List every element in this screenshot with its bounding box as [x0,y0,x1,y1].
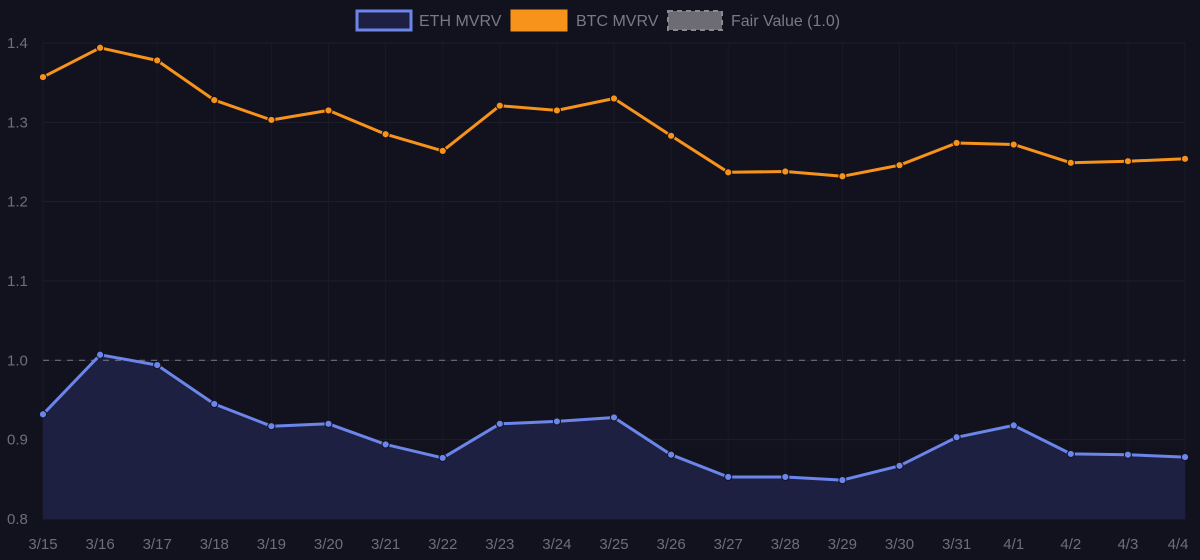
x-tick-label: 3/31 [942,536,971,553]
eth-mvrv-point[interactable] [153,360,162,370]
x-tick-label: 4/3 [1117,536,1138,553]
legend-swatch [355,9,413,32]
legend-label: ETH MVRV [419,13,502,30]
x-tick-label: 3/26 [656,536,685,553]
x-tick-label: 3/19 [257,536,286,553]
btc-mvrv-point[interactable] [667,131,676,140]
eth-mvrv-point[interactable] [495,419,504,428]
legend[interactable]: ETH MVRV BTC MVRV Fair Value (1.0) [355,9,840,32]
eth-mvrv-point[interactable] [609,413,619,422]
eth-mvrv-point[interactable] [724,472,733,482]
y-tick-label: 1.4 [7,35,28,52]
y-tick-label: 1.2 [7,194,28,211]
legend-item-eth-mvrv[interactable]: ETH MVRV [355,9,502,32]
y-tick-label: 0.8 [7,511,28,528]
btc-mvrv-point[interactable] [1180,154,1190,163]
x-tick-label: 3/20 [314,536,343,553]
x-tick-label: 3/28 [771,536,800,553]
btc-mvrv-point[interactable] [1123,157,1133,166]
btc-mvrv-point[interactable] [38,73,48,82]
btc-mvrv-point[interactable] [381,130,390,139]
x-tick-label: 3/21 [371,536,400,553]
btc-mvrv-point[interactable] [609,94,619,103]
y-tick-label: 1.3 [7,114,28,131]
x-tick-label: 3/18 [200,536,229,553]
legend-swatch [510,9,568,32]
x-tick-label: 3/25 [599,536,628,553]
btc-mvrv-point[interactable] [324,106,333,115]
x-tick-label: 3/29 [828,536,857,553]
eth-mvrv-point[interactable] [324,419,333,428]
series-points [38,43,1190,485]
legend-swatch [667,10,723,31]
eth-mvrv-point[interactable] [96,350,105,359]
btc-mvrv-point[interactable] [838,172,847,181]
btc-mvrv-point[interactable] [552,106,562,115]
x-tick-label: 3/17 [143,536,172,553]
eth-mvrv-point[interactable] [38,410,48,419]
eth-mvrv-point[interactable] [1123,450,1133,459]
eth-mvrv-point[interactable] [781,472,790,482]
eth-mvrv-point[interactable] [895,461,904,470]
legend-label: Fair Value (1.0) [731,13,840,30]
x-tick-label: 4/4 [1168,536,1189,553]
eth-mvrv-point[interactable] [267,422,276,431]
eth-mvrv-point[interactable] [438,453,447,463]
eth-mvrv-point[interactable] [210,399,219,409]
y-axis: 0.8 0.9 1.0 1.1 1.2 1.3 1.4 [7,35,28,528]
x-tick-label: 4/2 [1060,536,1081,553]
x-tick-label: 3/16 [85,536,114,553]
btc-mvrv-point[interactable] [267,115,276,125]
btc-mvrv-point[interactable] [1066,158,1075,167]
x-axis: 3/15 3/16 3/17 3/18 3/19 3/20 3/21 3/22 3/23 3/24… [28,536,1188,553]
btc-mvrv-point[interactable] [153,56,162,65]
eth-mvrv-point[interactable] [667,450,676,459]
eth-mvrv-point[interactable] [552,417,562,426]
eth-mvrv-point[interactable] [952,433,961,442]
eth-mvrv-point[interactable] [838,476,847,485]
btc-mvrv-point[interactable] [895,161,904,170]
eth-mvrv-area [43,354,1185,519]
btc-mvrv-point[interactable] [724,168,733,177]
x-tick-label: 3/30 [885,536,914,553]
legend-label: BTC MVRV [576,13,659,30]
eth-mvrv-point[interactable] [1066,449,1075,459]
y-tick-label: 1.1 [7,273,28,290]
legend-item-btc-mvrv[interactable]: BTC MVRV [510,9,659,32]
eth-mvrv-point[interactable] [381,440,390,449]
x-tick-label: 4/1 [1003,536,1024,553]
btc-mvrv-point[interactable] [1009,140,1018,149]
btc-mvrv-point[interactable] [96,43,105,52]
btc-mvrv-point[interactable] [495,101,504,110]
eth-mvrv-point[interactable] [1180,453,1190,462]
btc-mvrv-point[interactable] [781,167,790,176]
area-fills [43,354,1185,519]
eth-mvrv-point[interactable] [1009,421,1018,430]
x-tick-label: 3/23 [485,536,514,553]
x-tick-label: 3/22 [428,536,457,553]
x-tick-label: 3/27 [714,536,743,553]
x-tick-label: 3/24 [542,536,571,553]
legend-item-fair-value-1-0[interactable]: Fair Value (1.0) [667,10,840,31]
x-tick-label: 3/15 [28,536,57,553]
btc-mvrv-point[interactable] [210,96,219,105]
y-tick-label: 1.0 [7,352,28,369]
y-tick-label: 0.9 [7,432,28,449]
btc-mvrv-point[interactable] [438,146,447,155]
btc-mvrv-point[interactable] [952,138,961,148]
